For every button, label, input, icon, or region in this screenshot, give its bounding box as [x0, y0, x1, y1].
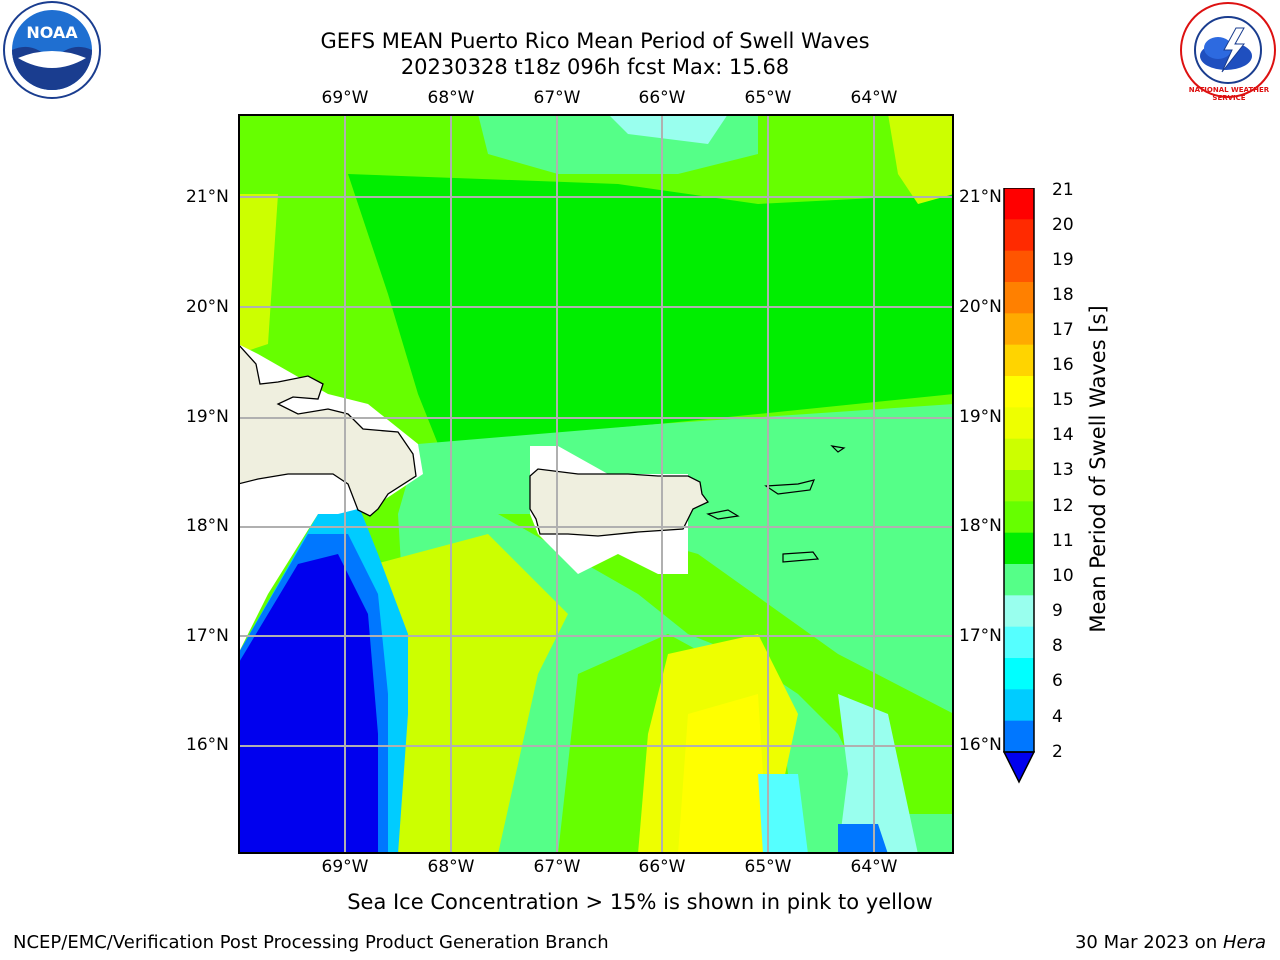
nws-logo-text: NATIONAL WEATHER SERVICE — [1188, 86, 1270, 102]
puerto-rico-land — [529, 468, 710, 537]
cb-tick-12: 12 — [1052, 496, 1074, 516]
colorbar-swatch — [1004, 532, 1034, 565]
colorbar-swatch — [1004, 188, 1034, 220]
cb-tick-19: 19 — [1052, 250, 1074, 270]
lat-label-right-17n: 17°N — [959, 626, 1002, 646]
lon-label-bottom-65w: 65°W — [744, 857, 792, 877]
lon-label-top-68w: 68°W — [427, 88, 475, 108]
virgin-islands-2 — [764, 479, 815, 495]
gridlines — [238, 114, 954, 854]
lon-label-top-69w: 69°W — [321, 88, 369, 108]
lon-label-bottom-67w: 67°W — [533, 857, 581, 877]
cb-tick-17: 17 — [1052, 320, 1074, 340]
st-croix — [782, 551, 820, 563]
cb-tick-14: 14 — [1052, 425, 1074, 445]
lat-label-left-17n: 17°N — [186, 626, 229, 646]
map-plot — [237, 114, 954, 854]
cb-tick-2: 2 — [1052, 742, 1063, 762]
field-11s-tongue — [498, 514, 954, 814]
footer-machine: Hera — [1222, 932, 1266, 953]
lat-label-right-18n: 18°N — [959, 516, 1002, 536]
nws-logo: NATIONAL WEATHER SERVICE — [1178, 0, 1280, 102]
lat-label-left-16n: 16°N — [186, 735, 229, 755]
lat-label-right-16n: 16°N — [959, 735, 1002, 755]
colorbar-title: Mean Period of Swell Waves [s] — [1086, 305, 1110, 633]
noaa-logo-text: NOAA — [26, 23, 78, 42]
colorbar-extend-triangle — [1002, 751, 1036, 784]
colorbar-swatch — [1004, 689, 1034, 722]
hispaniola-land — [237, 342, 417, 517]
cb-tick-20: 20 — [1052, 215, 1074, 235]
colorbar-swatch — [1004, 626, 1034, 659]
colorbar-swatch — [1004, 313, 1034, 346]
footer-date-text: 30 Mar 2023 on — [1074, 932, 1223, 953]
lon-label-bottom-69w: 69°W — [321, 857, 369, 877]
field-15s-south — [678, 694, 768, 854]
map-svg — [237, 114, 954, 854]
cb-tick-4: 4 — [1052, 707, 1063, 727]
field-8s-se — [838, 694, 918, 854]
cb-tick-9: 9 — [1052, 601, 1063, 621]
lon-label-bottom-64w: 64°W — [850, 857, 898, 877]
cb-tick-6: 6 — [1052, 671, 1063, 691]
field-11s-north — [348, 174, 954, 444]
cb-tick-10: 10 — [1052, 566, 1074, 586]
colorbar-swatch — [1004, 564, 1034, 596]
anegada — [830, 445, 846, 453]
cb-tick-8: 8 — [1052, 636, 1063, 656]
map-frame — [238, 114, 954, 854]
map-title: GEFS MEAN Puerto Rico Mean Period of Swe… — [320, 29, 870, 53]
lat-label-left-20n: 20°N — [186, 297, 229, 317]
footer-date: 30 Mar 2023 on Hera — [1075, 932, 1266, 953]
colorbar-frame — [1003, 187, 1035, 753]
colorbar-swatch — [1004, 658, 1034, 690]
colorbar-swatch — [1004, 250, 1034, 283]
cb-tick-11: 11 — [1052, 531, 1074, 551]
lat-label-left-21n: 21°N — [186, 187, 229, 207]
lon-label-top-65w: 65°W — [744, 88, 792, 108]
field-13s-ne — [888, 114, 954, 204]
colorbar-swatch — [1004, 219, 1034, 252]
colorbar-swatch — [1004, 438, 1034, 471]
field-13s-west — [238, 194, 278, 354]
lon-label-top-66w: 66°W — [638, 88, 686, 108]
field-7s-se — [758, 774, 808, 854]
colorbar-swatch — [1004, 282, 1034, 314]
cb-tick-18: 18 — [1052, 285, 1074, 305]
colorbar-swatch — [1004, 344, 1034, 377]
colorbar-swatch — [1004, 720, 1034, 753]
colorbar-swatch — [1004, 376, 1034, 408]
noaa-logo: NOAA — [0, 0, 104, 104]
lat-label-right-20n: 20°N — [959, 297, 1002, 317]
colorbar — [1002, 187, 1036, 784]
virgin-islands-1 — [706, 509, 740, 520]
lat-label-left-19n: 19°N — [186, 407, 229, 427]
lat-label-right-21n: 21°N — [959, 187, 1002, 207]
lon-label-bottom-66w: 66°W — [638, 857, 686, 877]
lon-label-bottom-68w: 68°W — [427, 857, 475, 877]
cb-tick-21: 21 — [1052, 180, 1074, 200]
cb-tick-16: 16 — [1052, 355, 1074, 375]
colorbar-swatch — [1004, 470, 1034, 502]
lat-label-right-19n: 19°N — [959, 407, 1002, 427]
colorbar-swatch — [1004, 595, 1034, 628]
lon-label-top-64w: 64°W — [850, 88, 898, 108]
lat-label-left-18n: 18°N — [186, 516, 229, 536]
colorbar-swatch — [1004, 501, 1034, 534]
field-2s-sw — [238, 554, 378, 854]
colorbar-swatch — [1004, 407, 1034, 440]
cb-tick-15: 15 — [1052, 390, 1074, 410]
colorbar-svg — [1002, 187, 1036, 784]
lon-label-top-67w: 67°W — [533, 88, 581, 108]
cb-tick-13: 13 — [1052, 460, 1074, 480]
footer-branch: NCEP/EMC/Verification Post Processing Pr… — [13, 932, 609, 953]
sea-ice-caption: Sea Ice Concentration > 15% is shown in … — [347, 890, 933, 914]
field-4s-se — [838, 824, 888, 854]
map-subtitle: 20230328 t18z 096h fcst Max: 15.68 — [400, 55, 790, 79]
field-8s-top — [608, 114, 728, 144]
